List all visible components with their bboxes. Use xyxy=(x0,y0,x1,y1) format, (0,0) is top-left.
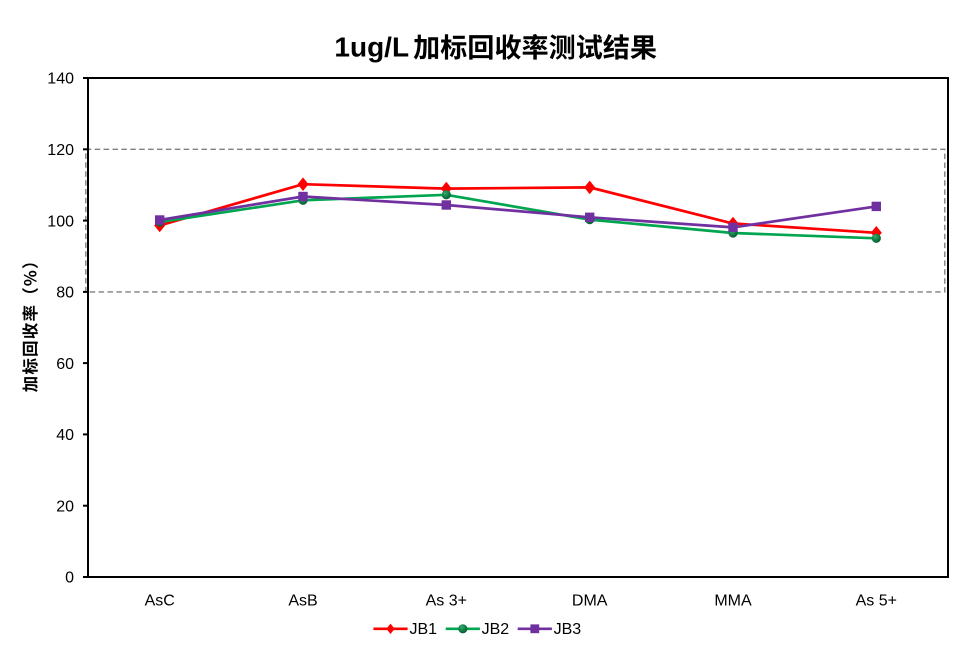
svg-text:20: 20 xyxy=(56,498,74,515)
svg-text:40: 40 xyxy=(56,427,74,444)
svg-text:100: 100 xyxy=(47,213,74,230)
svg-text:0: 0 xyxy=(65,570,74,587)
svg-text:80: 80 xyxy=(56,285,74,302)
svg-text:140: 140 xyxy=(47,71,74,88)
svg-text:As 5+: As 5+ xyxy=(856,592,897,609)
svg-text:MMA: MMA xyxy=(714,592,752,609)
svg-text:120: 120 xyxy=(47,142,74,159)
svg-text:JB3: JB3 xyxy=(554,621,582,638)
svg-text:1ug/L: 1ug/L xyxy=(334,32,409,63)
svg-text:AsB: AsB xyxy=(288,592,317,609)
svg-text:JB2: JB2 xyxy=(482,621,510,638)
svg-text:60: 60 xyxy=(56,356,74,373)
svg-text:AsC: AsC xyxy=(145,592,175,609)
svg-text:JB1: JB1 xyxy=(410,621,438,638)
svg-text:As 3+: As 3+ xyxy=(426,592,467,609)
svg-text:DMA: DMA xyxy=(572,592,608,609)
